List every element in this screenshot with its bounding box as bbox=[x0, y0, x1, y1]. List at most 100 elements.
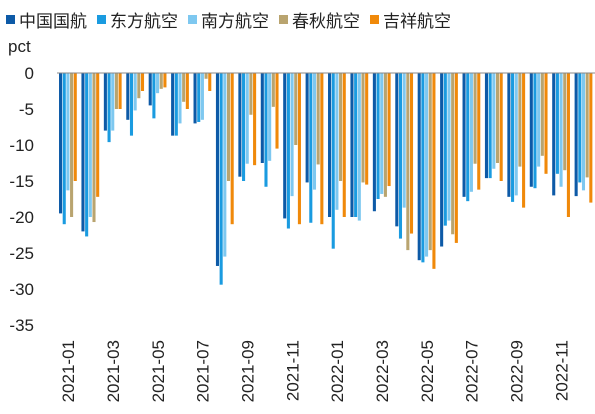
bar bbox=[432, 73, 436, 269]
bar bbox=[376, 73, 380, 199]
y-tick-label: 0 bbox=[25, 64, 34, 83]
x-tick-label: 2022-11 bbox=[552, 340, 571, 401]
x-tick-label: 2022-09 bbox=[508, 340, 527, 402]
bar bbox=[406, 73, 410, 251]
bar bbox=[383, 73, 387, 197]
bar bbox=[507, 73, 511, 197]
bar bbox=[283, 73, 287, 219]
bar bbox=[275, 73, 279, 149]
bar bbox=[118, 73, 122, 109]
bar bbox=[511, 73, 515, 202]
x-tick-label: 2022-03 bbox=[373, 340, 392, 402]
y-tick-label: -35 bbox=[9, 316, 34, 335]
bar bbox=[443, 73, 447, 226]
bar bbox=[566, 73, 570, 217]
legend-swatch bbox=[370, 15, 379, 24]
bar bbox=[354, 73, 358, 217]
bar bbox=[395, 73, 399, 227]
bar bbox=[316, 73, 320, 165]
bar bbox=[171, 73, 175, 136]
bar bbox=[451, 73, 455, 235]
y-tick-label: -5 bbox=[19, 100, 34, 119]
legend-label: 南方航空 bbox=[201, 12, 269, 31]
bar bbox=[361, 73, 365, 183]
bar bbox=[271, 73, 275, 107]
bar bbox=[193, 73, 197, 124]
bar bbox=[473, 73, 477, 164]
bar bbox=[402, 73, 406, 208]
bar bbox=[219, 73, 223, 285]
bar bbox=[339, 73, 343, 181]
bar bbox=[540, 73, 544, 156]
bar bbox=[59, 73, 63, 214]
bar bbox=[114, 73, 118, 109]
bar bbox=[469, 73, 473, 192]
bar bbox=[92, 73, 96, 223]
bar bbox=[585, 73, 589, 178]
bar bbox=[96, 73, 100, 197]
bar bbox=[387, 73, 391, 187]
bar bbox=[174, 73, 178, 136]
x-tick-label: 2021-01 bbox=[59, 340, 78, 402]
bar bbox=[305, 73, 309, 183]
bar bbox=[148, 73, 152, 106]
bar bbox=[111, 73, 115, 131]
bar bbox=[312, 73, 317, 190]
bar bbox=[350, 73, 354, 217]
bar bbox=[462, 73, 466, 197]
x-tick-label: 2022-05 bbox=[418, 340, 437, 402]
bar bbox=[185, 73, 189, 109]
bar bbox=[488, 73, 492, 179]
y-tick-label: -20 bbox=[9, 208, 34, 227]
bar bbox=[137, 73, 141, 99]
x-tick-label: 2022-01 bbox=[328, 340, 347, 402]
x-tick-label: 2021-05 bbox=[149, 340, 168, 402]
bar bbox=[264, 73, 268, 187]
bar bbox=[133, 73, 137, 111]
bar bbox=[223, 73, 227, 257]
bar bbox=[81, 73, 85, 232]
bar bbox=[204, 73, 208, 79]
x-tick-label: 2021-07 bbox=[194, 340, 213, 402]
y-tick-label: -10 bbox=[9, 136, 34, 155]
bar bbox=[200, 73, 204, 120]
bar bbox=[159, 73, 163, 89]
bar bbox=[537, 73, 541, 167]
bar bbox=[242, 73, 246, 181]
bar bbox=[260, 73, 264, 163]
bar bbox=[522, 73, 526, 208]
bar bbox=[380, 73, 384, 194]
bar bbox=[249, 73, 253, 115]
bar bbox=[140, 73, 145, 91]
bar bbox=[555, 73, 559, 174]
bar bbox=[477, 73, 481, 190]
bar bbox=[152, 73, 156, 119]
bar bbox=[552, 73, 556, 196]
bar bbox=[286, 73, 290, 229]
legend-swatch bbox=[279, 15, 288, 24]
bar bbox=[559, 73, 563, 187]
y-tick-label: -15 bbox=[9, 172, 34, 191]
legend-label: 春秋航空 bbox=[292, 12, 360, 31]
bar bbox=[495, 73, 500, 163]
bar bbox=[331, 73, 335, 249]
y-tick-label: -25 bbox=[9, 244, 34, 263]
bar bbox=[492, 73, 496, 169]
bar bbox=[484, 73, 489, 179]
bar bbox=[563, 73, 567, 171]
bar bbox=[447, 73, 451, 221]
x-tick-label: 2021-09 bbox=[239, 340, 258, 402]
bar bbox=[156, 73, 160, 94]
bar bbox=[238, 73, 242, 177]
bar bbox=[129, 73, 134, 136]
legend-swatch bbox=[188, 15, 197, 24]
bar bbox=[226, 73, 231, 181]
bar bbox=[62, 73, 66, 225]
legend-swatch bbox=[6, 15, 15, 24]
bar bbox=[417, 73, 421, 261]
bar bbox=[335, 73, 339, 210]
bar bbox=[578, 73, 582, 183]
bar bbox=[297, 73, 301, 225]
bar bbox=[85, 73, 89, 237]
